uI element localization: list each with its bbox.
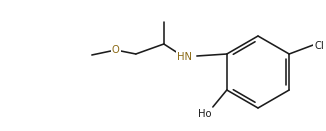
Text: HN: HN bbox=[177, 52, 192, 62]
Text: O: O bbox=[112, 45, 120, 55]
Text: Cl: Cl bbox=[314, 41, 324, 51]
Text: Ho: Ho bbox=[198, 109, 212, 119]
